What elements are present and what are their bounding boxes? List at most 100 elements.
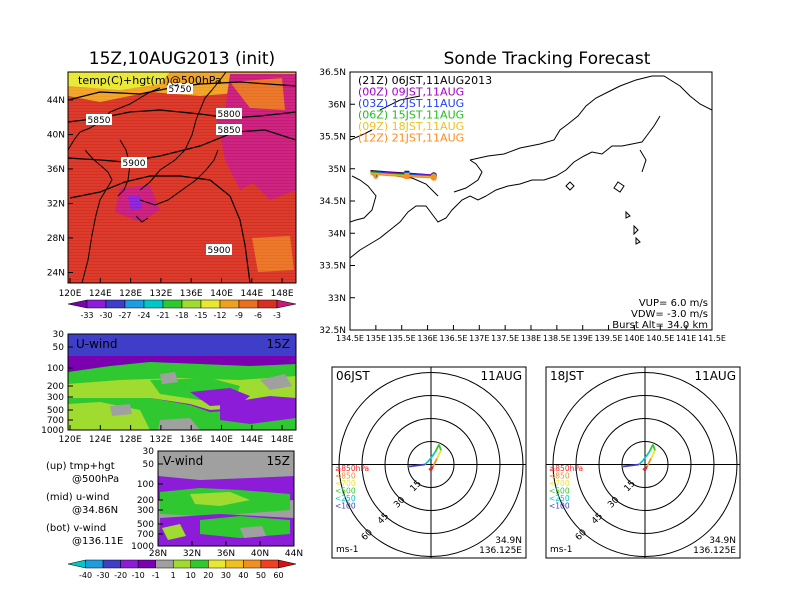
hodograph-trace [428, 467, 432, 472]
hodograph-trace [642, 467, 646, 472]
u-wind-label: U-wind [76, 337, 117, 351]
u-y-tick-label: 50 [53, 343, 65, 353]
wind-colorbar: -40 -30 -20 -10 -1 1 10 20 30 40 50 60 [67, 559, 297, 580]
track-y-tick-label: 34.5N [319, 197, 346, 207]
track-y-tick-label: 36N [328, 100, 346, 110]
wind-colorbar-label: 10 [186, 571, 196, 580]
u-x-tick-label: 136E [180, 435, 203, 445]
landing-point [373, 173, 379, 179]
contour-labels: 5750 5800 5850 5850 5900 5900 [86, 83, 242, 256]
hodograph-trace [646, 458, 652, 467]
hodograph-trace [428, 451, 436, 462]
temp-colorbar-label: -24 [137, 311, 150, 320]
track-legend: (21Z) 06JST,11AUG2013(00Z) 09JST,11AUG(0… [358, 74, 492, 145]
u-y-tick-label: 200 [47, 382, 64, 392]
left-title: 15Z,10AUG2013 (init) [89, 49, 275, 69]
temp-colorbar: -33 -30 -27 -24 -21 -18 -15 -12 -9 -6 -3 [67, 299, 297, 320]
track-x-tick-label: 134.5E [336, 334, 364, 343]
map-x-tick-label: 148E [271, 289, 294, 299]
wind-colorbar-label: 50 [256, 571, 266, 580]
u-x-tick-label: 140E [210, 435, 233, 445]
note-bot: (bot) v-wind [46, 523, 106, 534]
map-x-tick-label: 140E [210, 289, 233, 299]
v-wind-label: V-wind [163, 454, 203, 468]
track-y-tick-label: 36.5N [319, 68, 346, 78]
temp-colorbar-swatch [200, 299, 221, 309]
burst-altitude: Burst Alt= 34.0 km [612, 320, 708, 331]
temp-colorbar-swatch [86, 299, 107, 309]
temp-colorbar-label: -15 [194, 311, 207, 320]
hodograph-rings [332, 367, 526, 558]
wind-colorbar-label: 40 [238, 571, 248, 580]
v-y-tick-label: 200 [137, 496, 154, 506]
sonde-tracks [370, 169, 437, 181]
hodograph-level-label: <700 [549, 479, 570, 488]
temp-colorbar-swatch [181, 299, 202, 309]
track-legend-entry: (09Z) 18JST,11AUG [358, 120, 464, 133]
map-y-tick-label: 36N [47, 165, 65, 175]
wind-colorbar-label: -30 [97, 571, 110, 580]
track-x-tick-label: 141.5E [698, 334, 726, 343]
note-up: (up) tmp+hgt [46, 461, 115, 472]
wind-colorbar-label: -1 [152, 571, 160, 580]
map-y-tick-label: 24N [47, 269, 65, 279]
track-parameters: VUP= 6.0 m/s VDW= -3.0 m/s Burst Alt= 34… [612, 298, 708, 331]
hodograph-lon: 136.125E [479, 546, 522, 556]
map-panel-label: temp(C)+hgt(m)@500hPa [78, 74, 222, 87]
track-x-axis: 134.5E 135E 135.5E 136E 136.5E 137E 137.5E 138E… [336, 325, 726, 343]
hodograph-level-label: <100 [335, 502, 356, 511]
contour-label: 5750 [169, 85, 192, 95]
temp-colorbar-swatch [124, 299, 145, 309]
map-x-tick-label: 124E [89, 289, 112, 299]
track-legend-entry: (00Z) 09JST,11AUG [358, 86, 464, 99]
u-wind-time: 15Z [267, 337, 291, 351]
hodograph-level-label: <850 [335, 472, 356, 481]
contour-label: 5850 [88, 116, 111, 126]
u-x-tick-label: 128E [119, 435, 142, 445]
wind-colorbar-swatch [260, 559, 279, 569]
hodograph-level-label: <700 [335, 479, 356, 488]
u-x-tick-label: 148E [271, 435, 294, 445]
u-x-tick-label: 144E [240, 435, 263, 445]
u-y-tick-label: 500 [47, 406, 64, 416]
temp-field [68, 72, 296, 283]
hodograph-lat: 34.9N [709, 536, 736, 546]
track-y-tick-label: 33.5N [319, 262, 346, 272]
v-y-tick-label: 300 [137, 506, 154, 516]
track-y-tick-label: 33N [328, 294, 346, 304]
hodograph-trace [436, 450, 442, 459]
hodograph-trace [416, 463, 426, 467]
temp-colorbar-label: -27 [118, 311, 131, 320]
map-x-tick-label: 136E [180, 289, 203, 299]
hodograph-trace [650, 450, 656, 459]
wind-colorbar-label: -40 [79, 571, 92, 580]
wind-colorbar-swatch [190, 559, 209, 569]
map-x-tick-label: 128E [119, 289, 142, 299]
track-y-axis: 36.5N 36N 35.5N 35N 34.5N 34N 33.5N 33N 32.5N [319, 68, 355, 336]
hodograph-time: 06JST [336, 369, 370, 383]
hodograph-trace [648, 444, 654, 453]
hodograph-level-label: <250 [549, 494, 570, 503]
hodograph-time: 18JST [550, 369, 584, 383]
wind-colorbar-swatch [243, 559, 262, 569]
note-mid-lat: @34.86N [72, 505, 118, 516]
map-y-tick-label: 40N [47, 131, 65, 141]
vdw-value: VDW= -3.0 m/s [631, 309, 708, 320]
track-y-tick-label: 32.5N [319, 326, 346, 336]
hodograph-trace [438, 444, 442, 451]
hodograph-level-label: ≥850hPa [335, 464, 369, 473]
temp-colorbar-swatch [143, 299, 164, 309]
burst-point [404, 173, 410, 179]
wind-colorbar-swatch [67, 559, 86, 569]
note-up-level: @500hPa [72, 474, 119, 485]
hodograph-trace [434, 444, 440, 453]
map-x-tick-label: 120E [59, 289, 82, 299]
temp-colorbar-label: -9 [235, 311, 243, 320]
contour-label: 5800 [218, 110, 241, 120]
v-y-tick-label: 500 [137, 520, 154, 530]
u-y-tick-label: 700 [47, 416, 64, 426]
